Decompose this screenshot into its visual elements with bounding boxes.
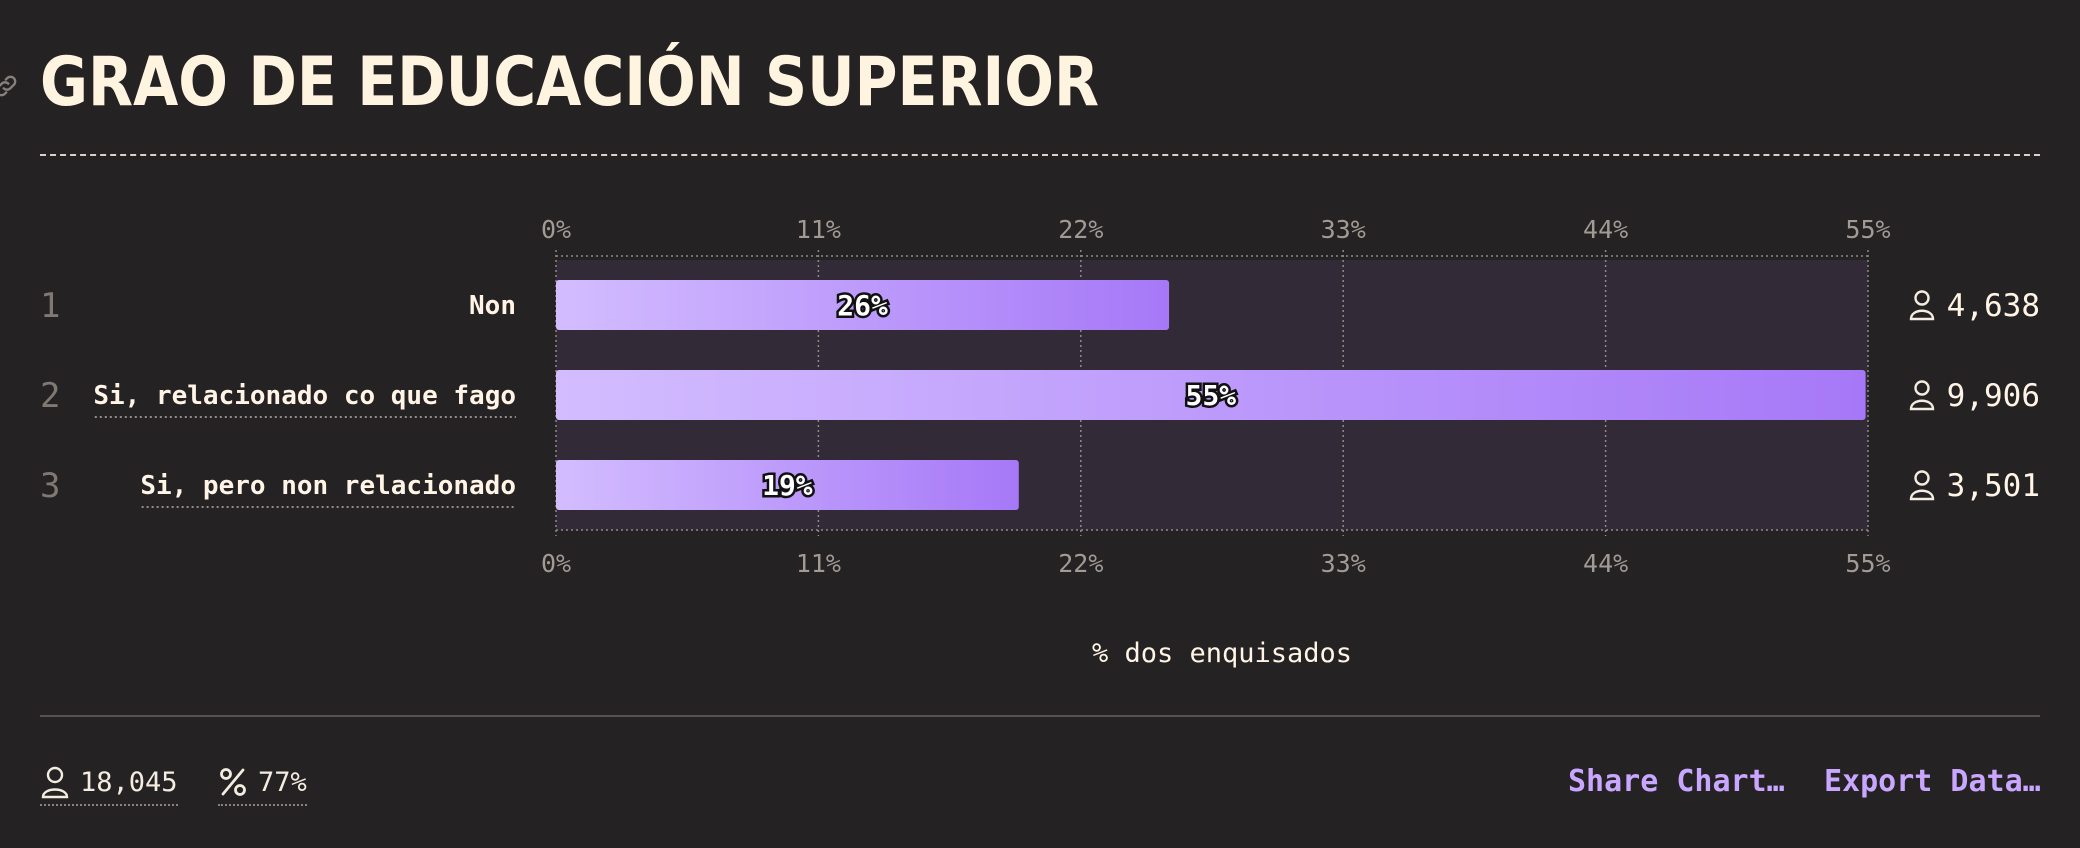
row-rank: 2 bbox=[40, 376, 60, 416]
x-tick-label-bottom: 33% bbox=[1321, 549, 1366, 578]
percent-icon bbox=[220, 768, 246, 796]
x-tick-label-bottom: 55% bbox=[1845, 549, 1890, 578]
person-icon bbox=[41, 766, 69, 799]
bar-value-label: 19% bbox=[762, 469, 813, 502]
category-label: Si, relacionado co que fago bbox=[93, 381, 516, 411]
total-respondents[interactable]: 18,045 bbox=[40, 762, 178, 806]
x-tick-label-top: 44% bbox=[1583, 215, 1628, 244]
x-tick-label-bottom: 0% bbox=[541, 549, 571, 578]
x-tick-label-top: 55% bbox=[1845, 215, 1890, 244]
category-label: Si, pero non relacionado bbox=[140, 471, 516, 501]
bar-chart: 0% 0% 11% 11% 22% 22% 33% 33% 44% 44% 55% 55% 1 Non 26… bbox=[40, 215, 2040, 669]
person-icon bbox=[1909, 290, 1935, 321]
bar-value-label: 55% bbox=[1186, 379, 1237, 412]
completion-percent-value: 77% bbox=[258, 766, 307, 798]
footer-divider bbox=[40, 715, 2040, 717]
x-tick-label-top: 11% bbox=[796, 215, 841, 244]
chart-title: GRAO DE EDUCACIÓN SUPERIOR bbox=[40, 43, 1100, 122]
category-label: Non bbox=[469, 291, 516, 321]
bar-value-label: 26% bbox=[837, 289, 888, 322]
person-icon bbox=[1909, 470, 1935, 501]
row-count: 3,501 bbox=[1947, 468, 2040, 504]
row-rank: 1 bbox=[40, 286, 60, 326]
bar[interactable] bbox=[556, 460, 1019, 510]
x-tick-label-top: 22% bbox=[1058, 215, 1103, 244]
completion-percent[interactable]: 77% bbox=[218, 762, 307, 806]
row-count: 9,906 bbox=[1947, 378, 2040, 414]
export-data-button[interactable]: Export Data… bbox=[1824, 764, 2041, 799]
bar[interactable] bbox=[556, 370, 1866, 420]
link-icon[interactable] bbox=[0, 72, 20, 100]
x-tick-label-top: 33% bbox=[1321, 215, 1366, 244]
x-tick-label-bottom: 22% bbox=[1058, 549, 1103, 578]
title-divider bbox=[40, 154, 2040, 156]
total-respondents-value: 18,045 bbox=[80, 766, 178, 798]
share-chart-button[interactable]: Share Chart… bbox=[1568, 764, 1785, 799]
x-tick-label-top: 0% bbox=[541, 215, 571, 244]
bar[interactable] bbox=[556, 280, 1170, 330]
x-axis-label: % dos enquisados bbox=[1092, 638, 1352, 669]
x-tick-label-bottom: 11% bbox=[796, 549, 841, 578]
row-count: 4,638 bbox=[1947, 288, 2040, 324]
row-rank: 3 bbox=[40, 466, 60, 506]
person-icon bbox=[1909, 380, 1935, 411]
x-tick-label-bottom: 44% bbox=[1583, 549, 1628, 578]
